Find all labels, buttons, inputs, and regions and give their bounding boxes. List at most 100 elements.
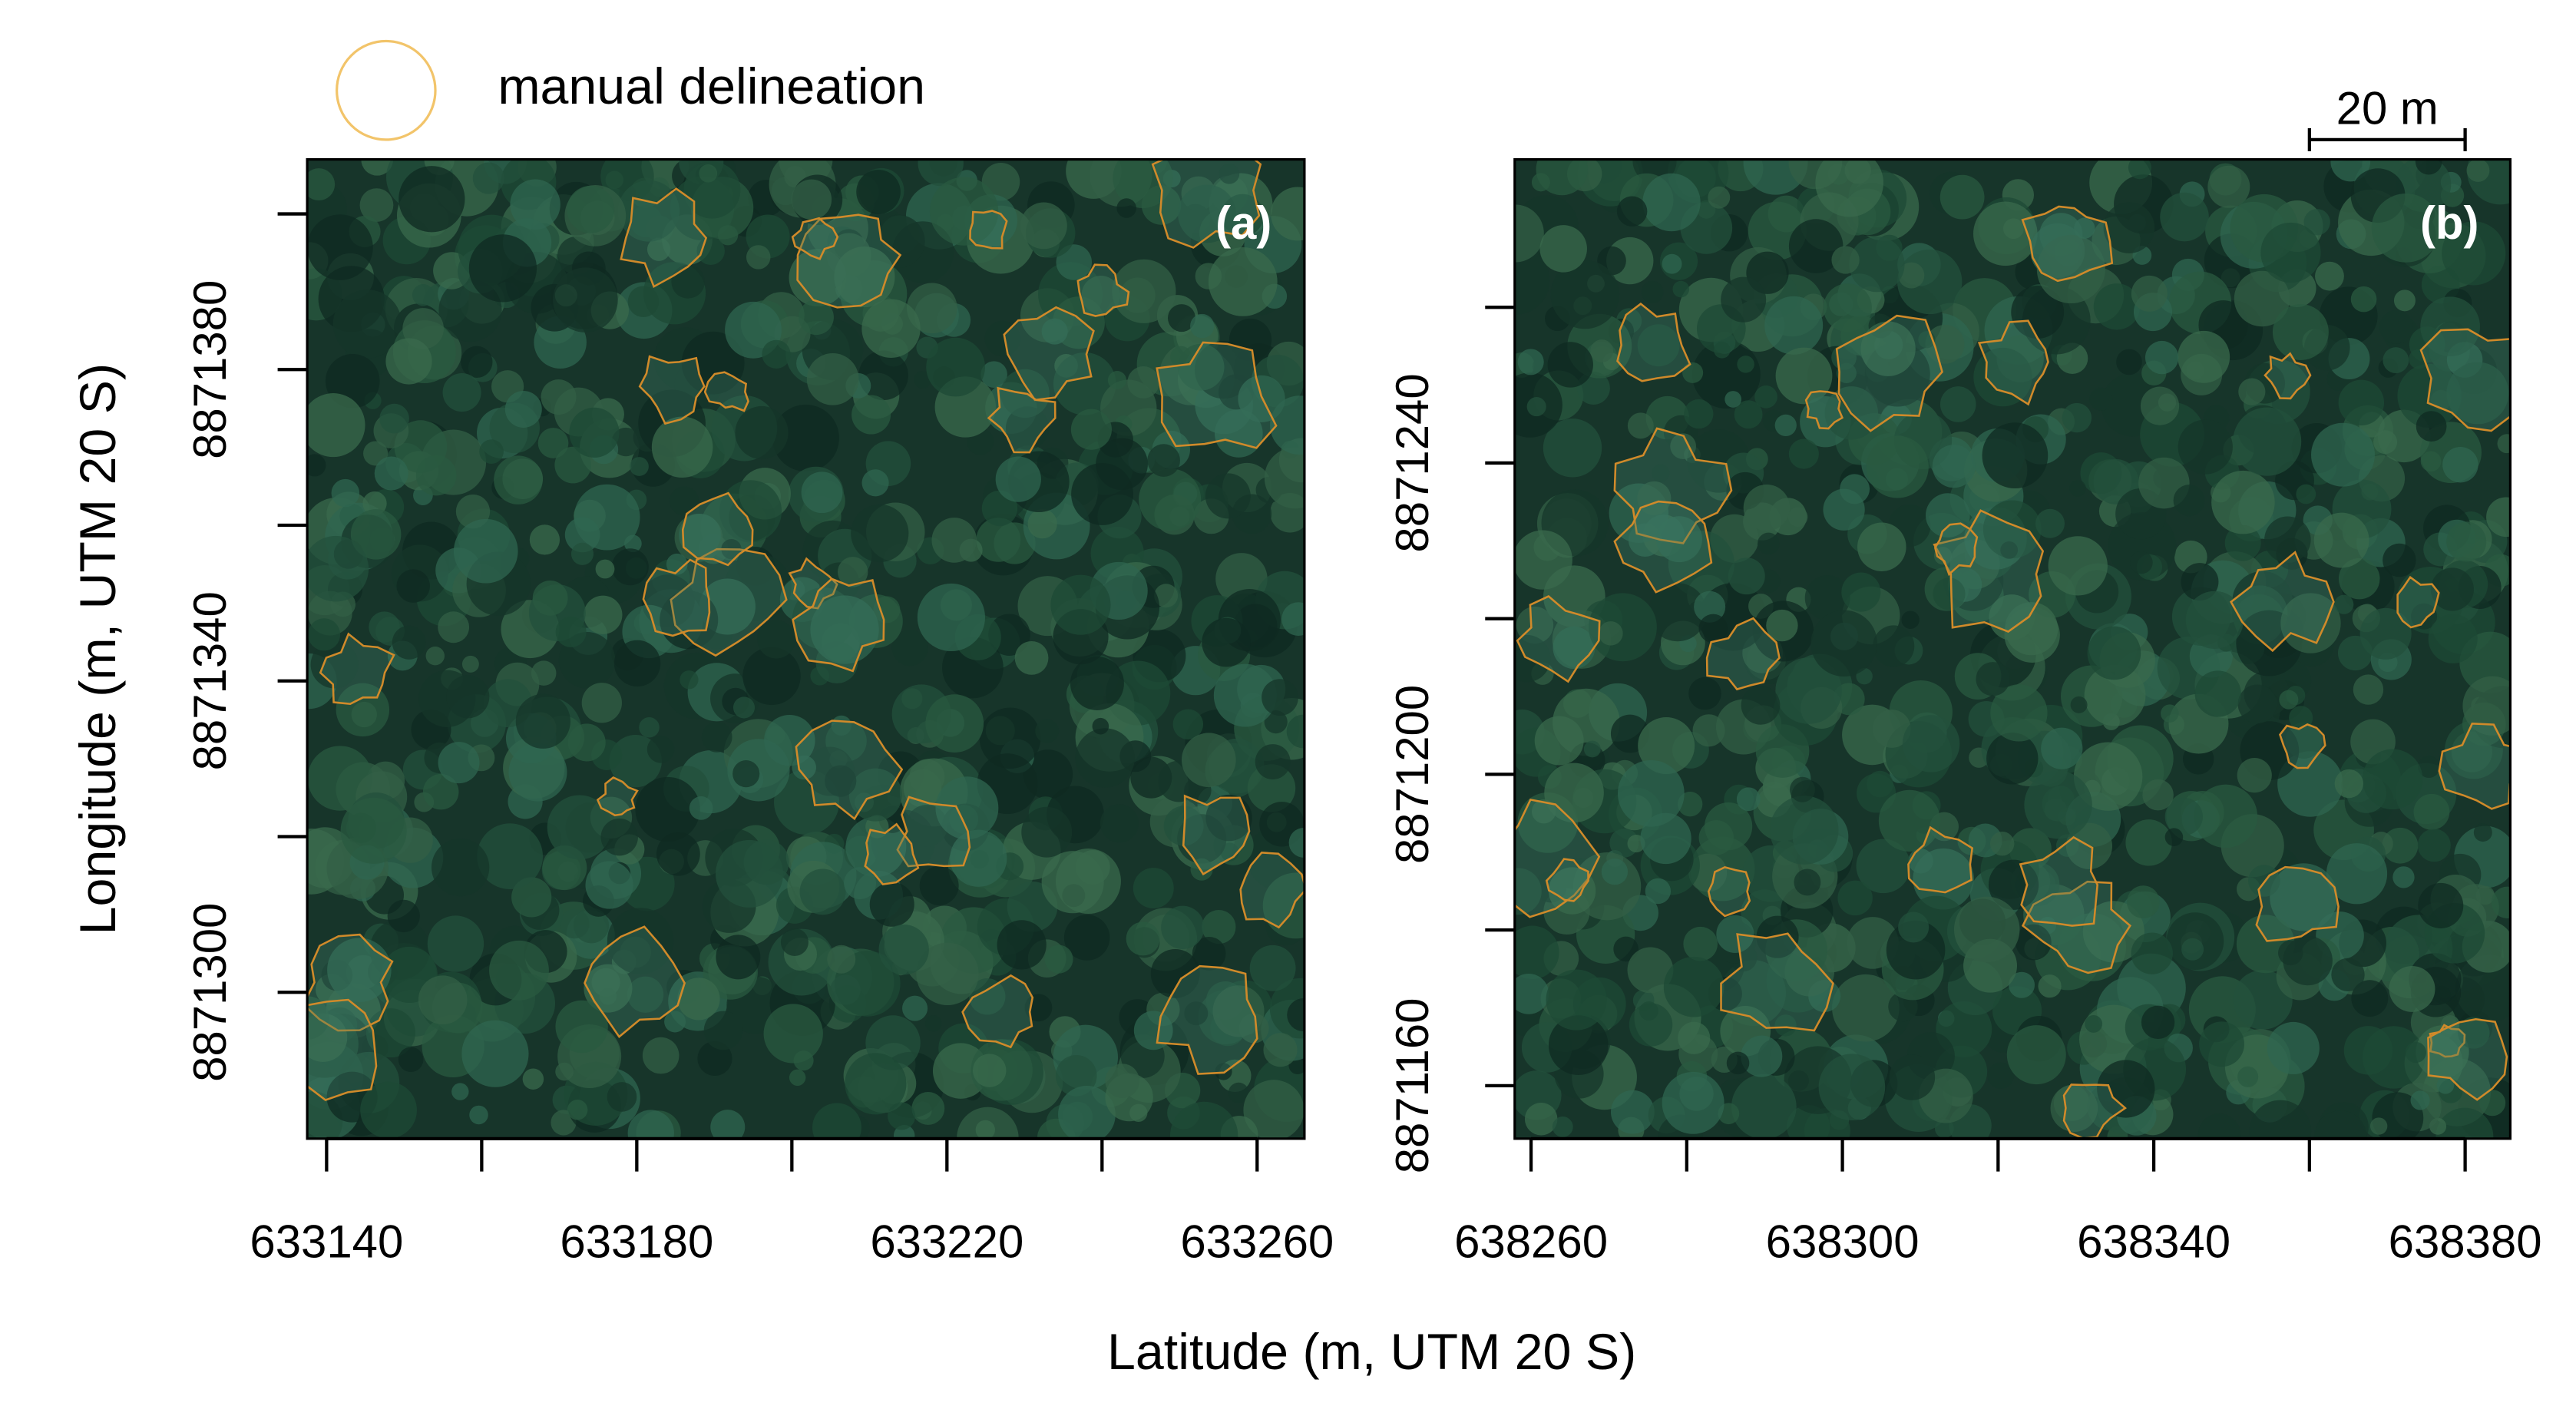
canopy [308,618,341,651]
canopy [1688,677,1721,710]
canopy [845,1053,907,1115]
canopy [935,776,999,840]
legend-label: manual delineation [498,58,925,115]
canopy [1070,409,1112,450]
canopy [2334,769,2363,799]
canopy [635,776,700,842]
canopy [2379,309,2413,344]
canopy [555,617,587,648]
canopy [1213,663,1277,727]
canopy [2084,664,2146,726]
canopy [1823,283,1872,332]
canopy [2446,521,2487,562]
canopy [1281,602,1305,637]
canopy [2280,593,2341,653]
canopy [1255,744,1291,779]
canopy [891,630,928,667]
canopy [584,964,633,1013]
canopy [469,1105,488,1125]
canopy [2224,524,2261,561]
canopy [510,179,561,230]
crown-delineation [1156,341,1278,449]
canopy [564,517,600,553]
canopy [1645,878,1672,905]
canopy [1044,945,1073,974]
canopy [979,707,1041,769]
canopy [2392,866,2415,888]
canopy [1058,1086,1116,1139]
canopy [2036,234,2105,304]
canopy [1764,296,1824,355]
canopy [2131,932,2173,974]
crown-delineation [2438,723,2511,810]
canopy [2353,674,2384,705]
canopy [1726,1051,1750,1075]
canopy [412,284,435,306]
canopy [613,640,661,687]
canopy [1637,324,1680,367]
canopy [2418,882,2464,928]
canopy [1126,921,1160,956]
canopy [396,569,430,603]
canopy [861,299,921,358]
canopy [1228,1082,1249,1103]
canopy [742,647,801,706]
canopy [627,1110,674,1139]
canopy [479,439,504,464]
canopy [1939,174,1985,220]
crown-delineation [2255,865,2340,942]
canopy [1933,577,1966,610]
canopy [1832,974,1900,1042]
canopy [1756,915,1799,958]
canopy [361,159,394,176]
canopy [2008,971,2035,998]
canopy [2382,827,2419,864]
crown-delineation [1977,319,2049,406]
canopy [2442,446,2478,483]
canopy [1849,237,1905,293]
canopy [2458,1017,2490,1049]
canopy [812,1103,861,1139]
canopy [2466,159,2490,182]
canopy [1514,204,1544,263]
crown-delineation [638,355,706,425]
canopy [2185,591,2244,650]
x-tick-label: 633140 [250,1216,403,1268]
canopy [2383,347,2409,373]
x-tick-label: 638300 [1766,1216,1920,1268]
canopy [1741,685,1781,725]
canopy [2359,607,2412,660]
canopy [703,1011,743,1050]
canopy [1610,1090,1655,1134]
canopy [1514,868,1542,915]
canopy [919,865,959,905]
canopy [1898,262,1925,289]
canopy [618,180,680,242]
canopy [1640,812,1691,865]
canopy [2062,402,2092,433]
canopy [1804,575,1850,621]
canopy [1627,947,1674,994]
canopy [1613,936,1639,962]
canopy [646,736,675,763]
canopy [677,978,720,1021]
crown-delineation [1076,263,1130,317]
canopy [1113,159,1173,208]
crown-delineation [2021,205,2114,283]
canopy [1616,196,1648,227]
x-tick-label: 633260 [1180,1216,1334,1268]
canopy [1212,985,1265,1037]
aerial-image [1514,159,2511,1139]
canopy [1652,464,1670,482]
canopy [468,234,537,303]
canopy [1247,764,1296,812]
canopy [1901,610,1920,629]
crown-delineation [307,998,378,1101]
canopy [567,1100,588,1120]
canopy [1041,851,1104,914]
canopy [489,940,549,1001]
canopy [2164,797,2203,836]
canopy [1536,159,1588,196]
canopy [1517,349,1544,375]
canopy [2331,958,2365,992]
